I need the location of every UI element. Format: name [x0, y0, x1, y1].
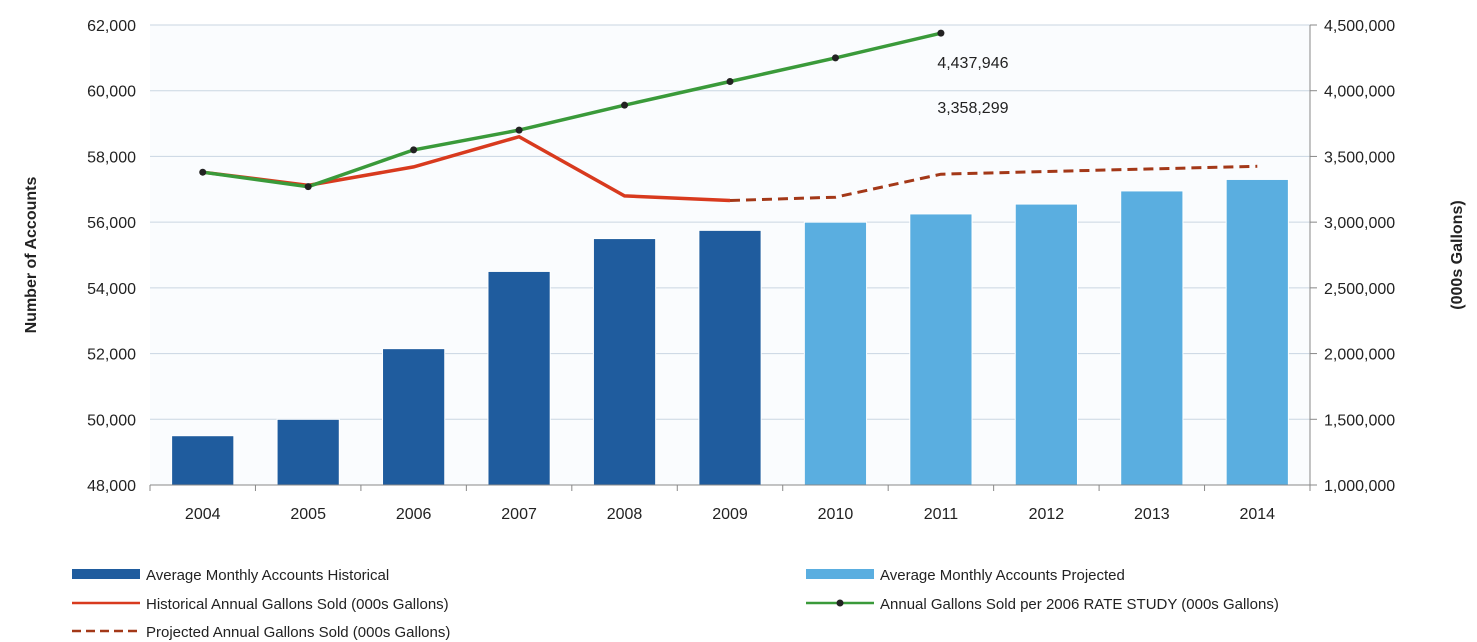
y-tick-label: 58,000: [87, 149, 136, 166]
y2-tick-label: 1,500,000: [1324, 412, 1395, 429]
y-tick-label: 56,000: [87, 215, 136, 232]
line-marker: [937, 29, 945, 37]
x-tick-label: 2008: [607, 506, 643, 523]
annotations: 4,437,946 3,358,299: [937, 55, 1008, 117]
bar: [171, 435, 235, 486]
y-axis-title: Number of Accounts: [23, 177, 40, 334]
axes: 48,000 1,000,000 50,000 1,500,000 52,000 2,00…: [23, 18, 1466, 523]
line-series: [199, 29, 1258, 203]
y2-tick-label: 3,000,000: [1324, 215, 1395, 232]
y-tick-label: 60,000: [87, 84, 136, 101]
legend: Average Monthly Accounts Historical Histo…: [72, 567, 1279, 641]
bar: [803, 221, 868, 486]
bar: [1120, 190, 1184, 486]
y-tick-label: 48,000: [87, 478, 136, 495]
line-marker: [515, 126, 523, 134]
y-tick-label: 52,000: [87, 347, 136, 364]
line-marker: [726, 78, 734, 86]
line-marker: [831, 54, 839, 62]
x-tick-label: 2006: [396, 506, 432, 523]
legend-label: Annual Gallons Sold per 2006 RATE STUDY …: [880, 596, 1279, 613]
legend-swatch: [72, 569, 140, 579]
y2-tick-label: 2,000,000: [1324, 347, 1395, 364]
y2-tick-label: 3,500,000: [1324, 149, 1395, 166]
x-tick-label: 2013: [1134, 506, 1170, 523]
line-series-path: [202, 31, 942, 189]
x-tick-label: 2014: [1239, 506, 1275, 523]
y2-tick-label: 4,000,000: [1324, 84, 1395, 101]
x-tick-label: 2004: [185, 506, 221, 523]
line-marker: [199, 168, 207, 176]
x-tick-label: 2012: [1029, 506, 1065, 523]
line-marker: [304, 183, 312, 191]
legend-label: Historical Annual Gallons Sold (000s Gal…: [146, 596, 449, 613]
y-tick-label: 62,000: [87, 18, 136, 35]
legend-label: Projected Annual Gallons Sold (000s Gall…: [146, 624, 450, 641]
bar: [1014, 203, 1078, 486]
y2-tick-label: 4,500,000: [1324, 18, 1395, 35]
bar: [698, 229, 762, 486]
y-tick-label: 54,000: [87, 281, 136, 298]
annotation-label: 3,358,299: [937, 100, 1008, 117]
y2-tick-label: 1,000,000: [1324, 478, 1395, 495]
line-series-path: [729, 164, 1258, 202]
x-tick-label: 2007: [501, 506, 537, 523]
line-marker: [621, 101, 629, 109]
x-tick-label: 2009: [712, 506, 748, 523]
x-tick-label: 2011: [924, 506, 959, 523]
bar: [382, 348, 446, 486]
bar: [909, 213, 973, 486]
legend-marker: [836, 599, 844, 607]
bar-series: [171, 178, 1289, 486]
bar: [487, 270, 551, 486]
legend-label: Average Monthly Accounts Projected: [880, 567, 1125, 584]
bar: [592, 238, 657, 486]
bar: [276, 418, 340, 486]
x-tick-label: 2005: [290, 506, 326, 523]
y-tick-label: 50,000: [87, 412, 136, 429]
annotation-label: 4,437,946: [937, 55, 1008, 72]
y2-tick-label: 2,500,000: [1324, 281, 1395, 298]
bar: [1225, 178, 1289, 486]
x-tick-label: 2010: [818, 506, 854, 523]
line-marker: [410, 146, 418, 154]
legend-label: Average Monthly Accounts Historical: [146, 567, 389, 584]
y2-axis-title: (000s Gallons): [1449, 200, 1466, 309]
legend-swatch: [806, 569, 874, 579]
